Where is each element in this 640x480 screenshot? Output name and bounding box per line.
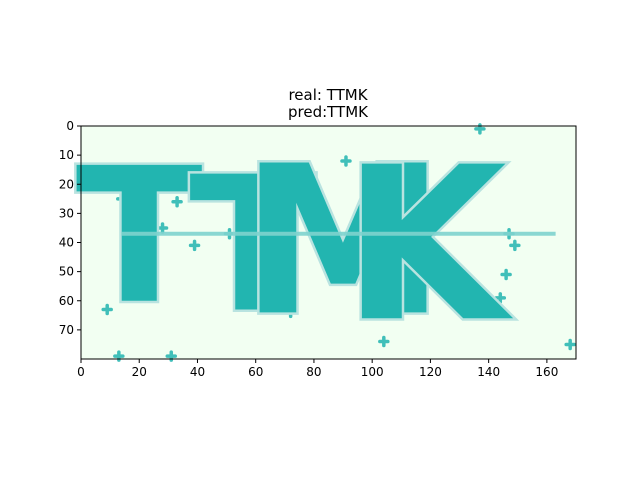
x-tick-label: 140 [477, 365, 500, 379]
captcha-glyph-halo: T [189, 136, 316, 353]
noise-speck [340, 155, 352, 167]
x-tick-label: 100 [361, 365, 384, 379]
noise-speck [188, 239, 201, 252]
noise-speck [378, 236, 390, 249]
captcha-glyph-halo: T [76, 128, 203, 345]
noise-speck [494, 292, 507, 304]
x-tick-label: 20 [132, 365, 147, 379]
noise-speck [279, 193, 291, 205]
captcha-glyph-halo: K [342, 122, 513, 369]
y-tick-label: 50 [59, 265, 74, 279]
captcha-glyph-halo: M [241, 122, 446, 361]
captcha-glyph: T [76, 128, 203, 345]
x-tick-label: 0 [77, 365, 85, 379]
x-tick-label: 120 [419, 365, 442, 379]
y-tick-label: 20 [59, 177, 74, 191]
noise-speck [500, 268, 512, 281]
noise-speck [116, 193, 128, 205]
x-tick-label: 40 [190, 365, 205, 379]
y-axis: 0 10 20 30 40 50 60 70 [59, 119, 81, 337]
noise-speck [284, 306, 297, 319]
noise-speck [564, 338, 576, 351]
noise-speck [279, 274, 291, 287]
x-tick-label: 160 [535, 365, 558, 379]
title-line-2: pred:TTMK [288, 103, 369, 121]
y-tick-label: 70 [59, 323, 74, 337]
noise-speck [171, 195, 183, 208]
x-tick-label: 80 [306, 365, 321, 379]
y-tick-label: 30 [59, 206, 74, 220]
image-background [81, 126, 576, 359]
captcha-glyph: M [241, 122, 446, 361]
noise-speck [360, 306, 373, 319]
y-tick-label: 10 [59, 148, 74, 162]
title-line-1: real: TTMK [288, 86, 368, 104]
noise-speck [101, 303, 113, 316]
noise-speck [95, 172, 108, 185]
y-tick-label: 40 [59, 236, 74, 250]
x-tick-label: 60 [248, 365, 263, 379]
y-tick-label: 0 [66, 119, 74, 133]
noise-speck [468, 172, 480, 185]
captcha-glyph: T [189, 136, 316, 353]
y-tick-label: 60 [59, 294, 74, 308]
x-axis: 0 20 40 60 80 100 120 140 160 [77, 359, 558, 379]
noise-speck [509, 239, 521, 252]
noise-speck [267, 236, 279, 249]
noise-speck [156, 222, 169, 234]
noise-speck [378, 335, 390, 348]
captcha-glyph: K [342, 122, 513, 369]
